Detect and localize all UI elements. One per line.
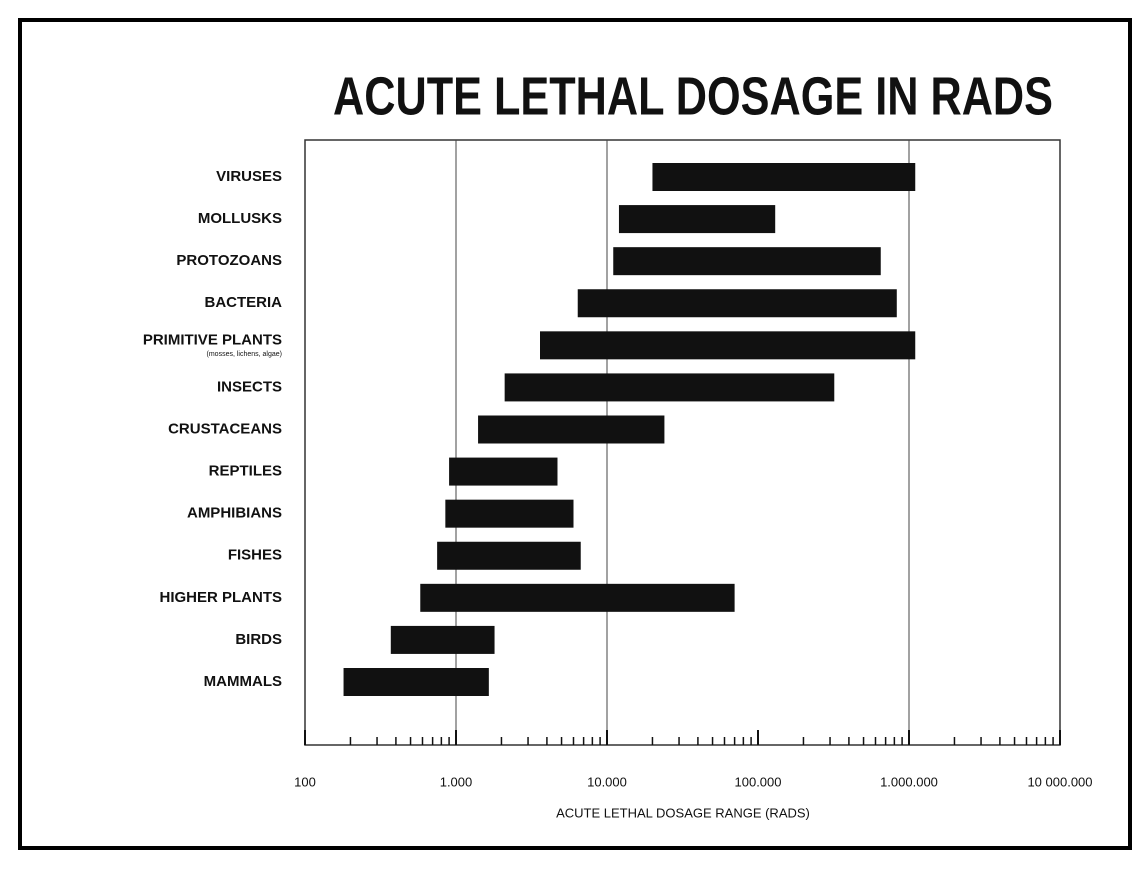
- category-label: FISHES: [228, 547, 282, 564]
- bar: [437, 542, 581, 570]
- category-label: PRIMITIVE PLANTS: [143, 331, 282, 348]
- category-label: REPTILES: [209, 463, 282, 480]
- chart-title: ACUTE LETHAL DOSAGE IN RADS: [333, 66, 1053, 126]
- category-label: MOLLUSKS: [198, 210, 282, 227]
- bar: [578, 289, 897, 317]
- category-label: AMPHIBIANS: [187, 505, 282, 522]
- bar: [540, 331, 915, 359]
- category-label: VIRUSES: [216, 168, 282, 185]
- category-label: INSECTS: [217, 378, 282, 395]
- bar: [652, 163, 915, 191]
- bar: [449, 458, 557, 486]
- category-label: BIRDS: [235, 631, 282, 648]
- x-tick-label: 1.000: [440, 774, 473, 789]
- bar: [420, 584, 734, 612]
- x-tick-label: 10 000.000: [1027, 774, 1092, 789]
- bar: [478, 416, 664, 444]
- category-label: CRUSTACEANS: [168, 420, 282, 437]
- x-axis-label: ACUTE LETHAL DOSAGE RANGE (RADS): [556, 805, 810, 820]
- x-tick-label: 100: [294, 774, 316, 789]
- bar: [391, 626, 495, 654]
- x-tick-label: 1.000.000: [880, 774, 938, 789]
- x-tick-label: 100.000: [735, 774, 782, 789]
- chart: ACUTE LETHAL DOSAGE IN RADS ACUTE LETHAL…: [0, 0, 1135, 872]
- category-note: (mosses, lichens, algae): [207, 351, 282, 358]
- bar: [445, 500, 573, 528]
- bar: [505, 373, 835, 401]
- category-label: BACTERIA: [205, 294, 283, 311]
- category-label: MAMMALS: [204, 673, 282, 690]
- category-label: HIGHER PLANTS: [159, 589, 282, 606]
- bar: [344, 668, 489, 696]
- bar: [619, 205, 775, 233]
- bar: [613, 247, 880, 275]
- x-tick-label: 10.000: [587, 774, 627, 789]
- category-label: PROTOZOANS: [176, 252, 282, 269]
- page: ACUTE LETHAL DOSAGE IN RADS ACUTE LETHAL…: [0, 0, 1135, 872]
